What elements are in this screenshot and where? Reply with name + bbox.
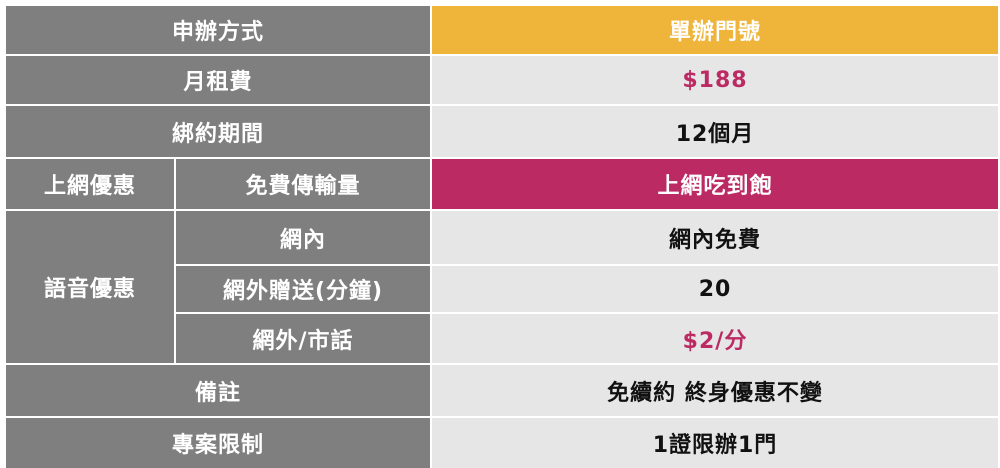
contract-value: 12個月	[432, 106, 998, 157]
contract-label: 綁約期間	[6, 106, 430, 157]
on-net-value: 網內免費	[432, 211, 998, 264]
monthly-fee-label: 月租費	[6, 56, 430, 104]
method-label: 申辦方式	[6, 6, 430, 54]
off-net-rate-label: 網外/市話	[176, 314, 430, 363]
off-net-free-label: 網外贈送(分鐘)	[176, 266, 430, 312]
plan-name: 單辦門號	[432, 6, 998, 54]
data-offer-group: 上網優惠	[6, 159, 174, 209]
remarks-value: 免續約 終身優惠不變	[432, 365, 998, 416]
on-net-label: 網內	[176, 211, 430, 264]
restriction-value: 1證限辦1門	[432, 418, 998, 468]
monthly-fee-value: $188	[432, 56, 998, 104]
data-offer-label: 免費傳輸量	[176, 159, 430, 209]
off-net-rate-value: $2/分	[432, 314, 998, 363]
off-net-free-value: 20	[432, 266, 998, 312]
data-offer-value: 上網吃到飽	[432, 159, 998, 209]
remarks-label: 備註	[6, 365, 430, 416]
voice-offer-group: 語音優惠	[6, 211, 174, 363]
plan-table: 申辦方式 單辦門號 月租費 $188 綁約期間 12個月 上網優惠 免費傳輸量 …	[6, 6, 998, 468]
restriction-label: 專案限制	[6, 418, 430, 468]
